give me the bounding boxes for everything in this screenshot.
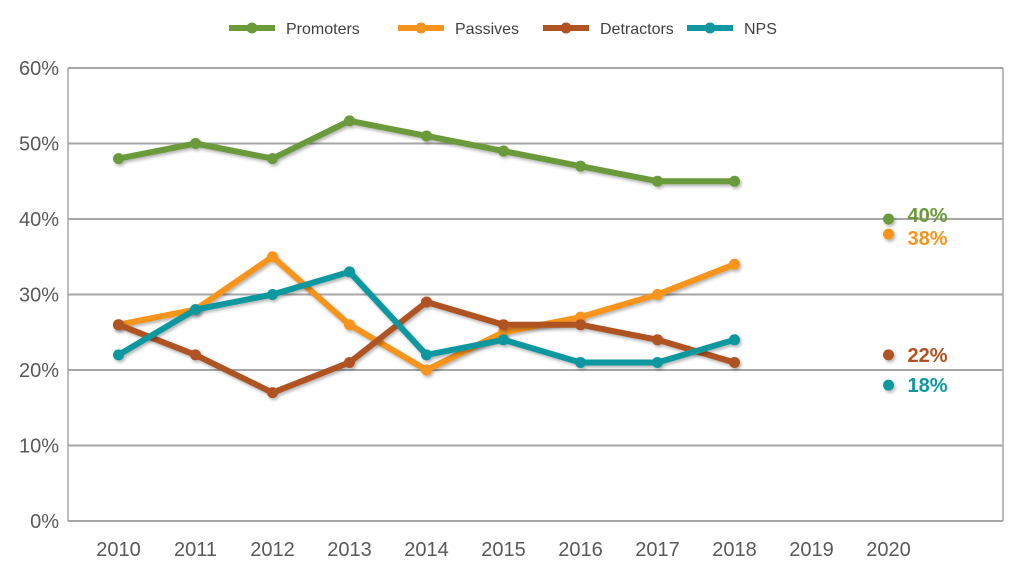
data-point (652, 289, 663, 300)
data-point (421, 296, 432, 308)
legend-item-passives: Passives (398, 21, 519, 38)
data-point (190, 349, 201, 361)
y-tick-label: 10% (19, 436, 59, 458)
x-tick-label: 2011 (174, 539, 217, 561)
data-point (498, 145, 509, 157)
legend-swatch-marker (704, 22, 716, 34)
x-tick-label: 2020 (866, 539, 911, 561)
series-promoters (113, 115, 894, 225)
data-point (267, 387, 278, 399)
x-tick-label: 2013 (327, 539, 372, 561)
gridlines (67, 67, 1004, 522)
data-point (652, 175, 663, 187)
y-axis: 0% 10% 20% 30% 40% 50% 60% (19, 58, 59, 533)
data-point (113, 319, 124, 331)
data-point (575, 319, 586, 331)
x-tick-label: 2019 (789, 539, 834, 561)
data-point (498, 326, 509, 338)
x-axis: 2010 2011 2012 2013 2014 2015 2016 2017 2018 2019… (96, 539, 911, 561)
data-point (421, 349, 432, 361)
y-tick-label: 60% (19, 58, 59, 80)
data-point (729, 334, 740, 346)
x-tick-label: 2016 (558, 539, 603, 561)
data-point (267, 251, 278, 263)
data-point (729, 356, 740, 368)
data-point (344, 266, 355, 278)
data-point (113, 153, 124, 165)
data-point (498, 319, 509, 331)
data-point (344, 356, 355, 368)
series-line (117, 299, 736, 396)
legend-label: Promoters (286, 21, 360, 38)
x-tick-label: 2018 (712, 539, 757, 561)
series-detractors (113, 296, 894, 399)
y-tick-label: 20% (19, 360, 59, 382)
legend-label: Detractors (600, 21, 674, 38)
end-value-label: 40% (908, 205, 948, 227)
data-point (498, 334, 509, 346)
end-value-label: 22% (908, 345, 948, 367)
data-point (575, 311, 586, 323)
data-point (575, 356, 586, 368)
data-point (729, 258, 740, 270)
legend-label: Passives (455, 21, 519, 38)
y-tick-label: 0% (30, 511, 59, 533)
x-tick-label: 2017 (635, 539, 680, 561)
data-point (883, 349, 894, 361)
data-point (267, 153, 278, 165)
y-tick-label: 30% (19, 285, 59, 307)
data-point (421, 130, 432, 142)
y-tick-label: 40% (19, 209, 59, 231)
legend-label: NPS (744, 21, 777, 38)
end-value-label: 18% (908, 375, 948, 397)
data-point (421, 364, 432, 376)
series-nps (113, 266, 894, 391)
legend-item-detractors: Detractors (543, 21, 674, 38)
data-point (652, 334, 663, 346)
series-line (117, 117, 735, 185)
legend-item-promoters: Promoters (229, 21, 360, 38)
end-value-label: 38% (908, 228, 948, 250)
legend-swatch-marker (560, 22, 572, 34)
series-group: 40%38% 22% 18% (113, 115, 948, 399)
data-point (344, 319, 355, 331)
x-tick-label: 2012 (250, 539, 295, 561)
legend: Promoters Passives Detractors NPS (229, 21, 777, 38)
data-point (729, 175, 740, 187)
data-point (883, 213, 894, 225)
x-tick-label: 2010 (96, 539, 141, 561)
x-tick-label: 2014 (404, 539, 449, 561)
data-point (190, 138, 201, 149)
x-tick-label: 2015 (481, 539, 526, 561)
data-point (190, 304, 201, 316)
data-point (344, 115, 355, 127)
legend-swatch-marker (246, 22, 258, 34)
series-line (116, 268, 736, 366)
data-point (883, 379, 894, 391)
legend-item-nps: NPS (687, 21, 777, 38)
data-point (113, 349, 124, 361)
data-point (652, 356, 663, 368)
legend-swatch-marker (415, 22, 427, 34)
data-point (267, 289, 278, 300)
data-point (883, 228, 894, 240)
y-tick-label: 50% (19, 134, 59, 156)
data-point (575, 160, 586, 172)
